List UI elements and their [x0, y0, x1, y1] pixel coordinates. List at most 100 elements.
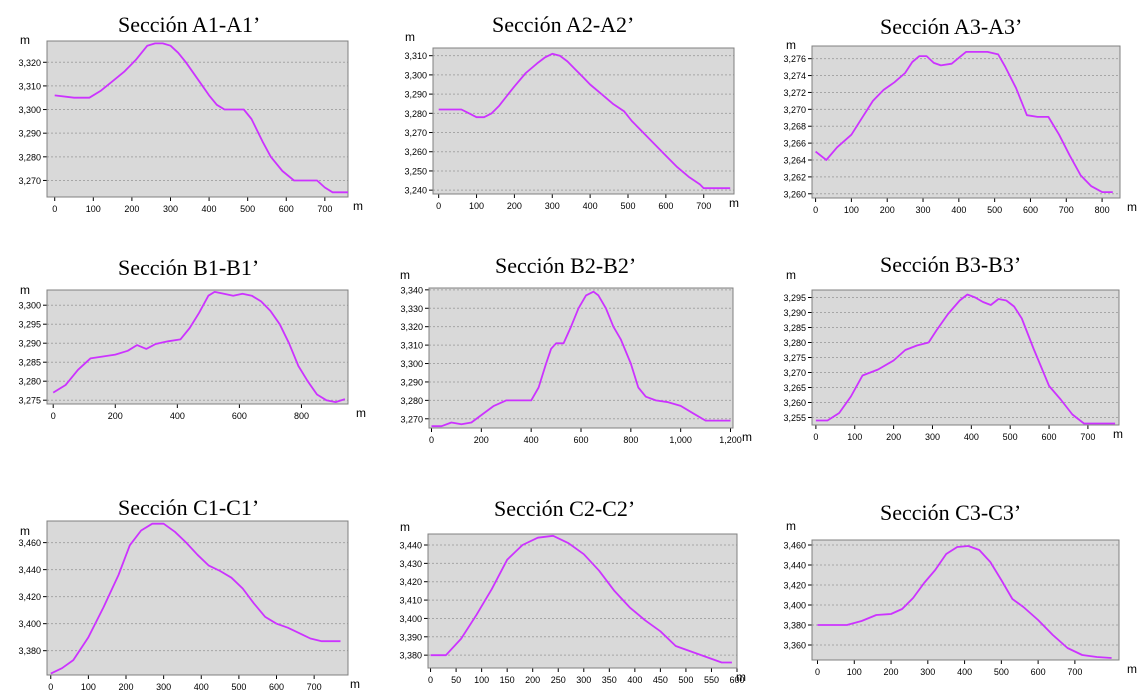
y-tick-label: 3,260: [783, 189, 806, 199]
x-tick-label: 700: [317, 204, 332, 214]
y-tick-label: 3,266: [783, 139, 806, 149]
x-tick-label: 200: [884, 667, 899, 677]
y-tick-label: 3,280: [18, 377, 41, 387]
x-tick-label: 200: [886, 432, 901, 442]
x-tick-label: 400: [951, 205, 966, 215]
x-tick-label: 200: [118, 682, 133, 692]
x-tick-label: 500: [987, 205, 1002, 215]
chart-title: Sección C2-C2’: [494, 496, 636, 521]
chart-title: Sección B3-B3’: [880, 252, 1022, 277]
x-tick-label: 1,200: [719, 435, 742, 445]
y-tick-label: 3,310: [400, 341, 423, 351]
y-tick-label: 3,270: [18, 176, 41, 186]
x-tick-label: 400: [964, 432, 979, 442]
y-tick-label: 3,420: [783, 581, 806, 591]
elevation-profile-line: [438, 52, 731, 190]
y-tick-label: 3,272: [783, 88, 806, 98]
elevation-profile-line: [54, 42, 348, 194]
x-tick-label: 250: [551, 675, 566, 685]
chart-title: Sección C1-C1’: [118, 495, 260, 520]
x-tick-label: 600: [729, 675, 744, 685]
x-axis-unit-label: m: [729, 196, 739, 210]
y-tick-label: 3,290: [18, 129, 41, 139]
chart-title: Sección A2-A2’: [492, 12, 635, 37]
chart-title: Sección B1-B1’: [118, 255, 260, 280]
y-tick-label: 3,265: [783, 383, 806, 393]
y-tick-label: 3,270: [400, 414, 423, 424]
plot-area: [428, 534, 737, 668]
y-tick-label: 3,410: [399, 596, 422, 606]
x-tick-label: 0: [815, 667, 820, 677]
y-tick-label: 3,400: [399, 614, 422, 624]
y-tick-label: 3,260: [783, 398, 806, 408]
y-tick-label: 3,275: [783, 353, 806, 363]
x-axis-unit-label: m: [1127, 200, 1137, 214]
plot-frame: [427, 533, 738, 669]
y-tick-label: 3,360: [783, 641, 806, 651]
y-tick-label: 3,300: [400, 359, 423, 369]
x-tick-label: 300: [576, 675, 591, 685]
x-axis-unit-label: m: [350, 677, 360, 691]
y-tick-label: 3,270: [404, 128, 427, 138]
x-tick-label: 700: [696, 201, 711, 211]
x-tick-label: 100: [81, 682, 96, 692]
x-tick-label: 0: [52, 204, 57, 214]
x-tick-label: 100: [86, 204, 101, 214]
elevation-profile-line: [815, 293, 1116, 425]
plot-area: [47, 41, 348, 197]
x-axis-unit-label: m: [742, 430, 752, 444]
y-tick-label: 3,320: [400, 322, 423, 332]
y-tick-label: 3,275: [18, 396, 41, 406]
x-tick-label: 500: [231, 682, 246, 692]
x-tick-label: 300: [545, 201, 560, 211]
y-tick-label: 3,400: [783, 601, 806, 611]
x-tick-label: 0: [51, 411, 56, 421]
y-tick-label: 3,440: [18, 565, 41, 575]
chart-plot: 3,270 3,280 3,290 3,300 3,310 3,320 3,330 3,340…: [400, 285, 742, 445]
x-axis-unit-label: m: [356, 406, 366, 420]
x-tick-label: 100: [847, 667, 862, 677]
y-axis-unit-label: m: [400, 520, 410, 534]
y-tick-label: 3,440: [783, 561, 806, 571]
x-tick-label: 150: [500, 675, 515, 685]
x-tick-label: 450: [653, 675, 668, 685]
chart-title: Sección A3-A3’: [880, 14, 1023, 39]
x-tick-label: 600: [232, 411, 247, 421]
x-tick-label: 400: [957, 667, 972, 677]
y-tick-label: 3,340: [400, 285, 423, 295]
chart-title: Sección C3-C3’: [880, 500, 1022, 525]
x-tick-label: 400: [202, 204, 217, 214]
x-tick-label: 300: [920, 667, 935, 677]
x-tick-label: 550: [704, 675, 719, 685]
chart-plot: 3,380 3,400 3,420 3,440 3,460 0 100 200 300 400 50…: [18, 520, 349, 692]
x-tick-label: 300: [163, 204, 178, 214]
elevation-profile-line: [50, 522, 341, 675]
chart-title: Sección A1-A1’: [118, 12, 261, 37]
y-tick-label: 3,268: [783, 122, 806, 132]
x-tick-label: 700: [307, 682, 322, 692]
x-tick-label: 0: [813, 205, 818, 215]
chart-plot: 3,275 3,280 3,285 3,290 3,295 3,300 0 200 400 600…: [18, 289, 349, 421]
x-tick-label: 300: [156, 682, 171, 692]
x-tick-label: 200: [124, 204, 139, 214]
plot-area: [47, 290, 348, 404]
y-tick-label: 3,250: [404, 166, 427, 176]
x-tick-label: 600: [573, 435, 588, 445]
x-tick-label: 50: [451, 675, 461, 685]
chart-plot: 3,270 3,280 3,290 3,300 3,310 3,320 0 100 200 300…: [18, 40, 349, 214]
y-tick-label: 3,290: [18, 339, 41, 349]
y-tick-label: 3,285: [18, 358, 41, 368]
x-tick-label: 200: [525, 675, 540, 685]
chart-plot: 3,240 3,250 3,260 3,270 3,280 3,290 3,300 3,310…: [404, 47, 735, 211]
x-tick-label: 200: [474, 435, 489, 445]
chart-plot: 3,255 3,260 3,265 3,270 3,275 3,280 3,285 3,290…: [783, 289, 1120, 442]
y-tick-label: 3,290: [404, 90, 427, 100]
x-tick-label: 700: [1080, 432, 1095, 442]
y-axis-unit-label: m: [20, 524, 30, 538]
x-tick-label: 600: [1042, 432, 1057, 442]
y-tick-label: 3,295: [783, 293, 806, 303]
x-tick-label: 500: [678, 675, 693, 685]
plot-frame: [811, 289, 1120, 426]
plot-area: [812, 46, 1120, 198]
x-tick-label: 500: [1003, 432, 1018, 442]
